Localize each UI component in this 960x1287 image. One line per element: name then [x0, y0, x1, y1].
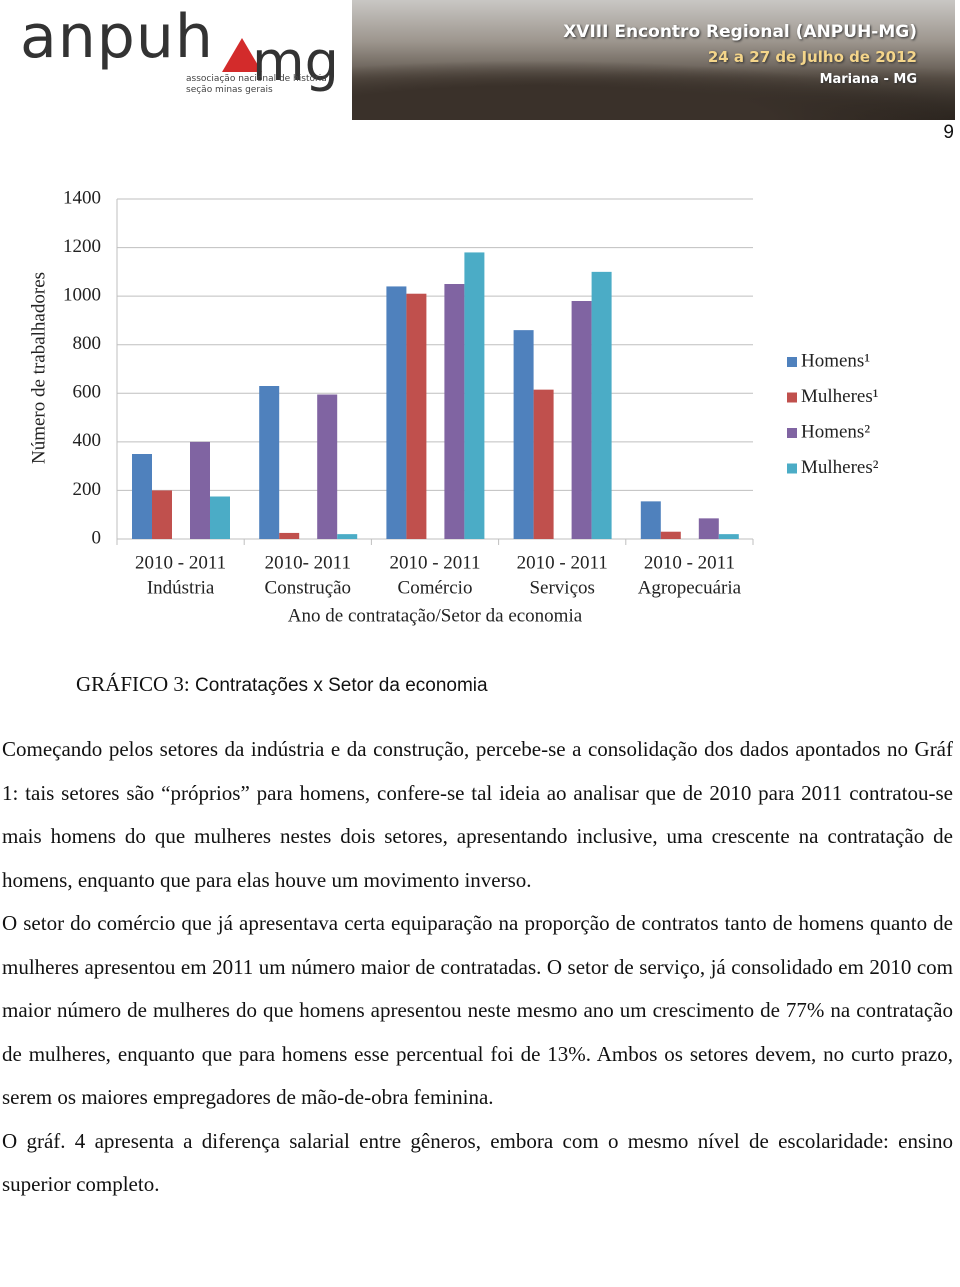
bar	[513, 330, 534, 539]
paragraph: Começando pelos setores da indústria e d…	[2, 737, 953, 892]
bar	[337, 534, 358, 539]
bar	[698, 518, 719, 539]
logo-subtitle: associação nacional de história seção mi…	[186, 74, 327, 96]
event-banner: XVIII Encontro Regional (ANPUH-MG) 24 a …	[352, 0, 955, 120]
x-tick-label: Comércio	[398, 577, 473, 598]
bar	[591, 271, 612, 539]
bar	[571, 301, 592, 539]
caption-label: GRÁFICO 3:	[76, 672, 190, 696]
y-tick-label: 400	[73, 430, 102, 451]
bar	[718, 534, 739, 539]
bar	[190, 441, 210, 539]
bar	[406, 293, 427, 539]
figure-caption: GRÁFICO 3: Contratações x Setor da econo…	[76, 672, 488, 697]
y-tick-label: 600	[73, 382, 102, 403]
event-title: XVIII Encontro Regional (ANPUH-MG)	[563, 22, 917, 42]
legend-swatch	[787, 392, 797, 403]
logo-triangle	[222, 38, 262, 72]
x-tick-label: 2010- 2011	[265, 552, 351, 573]
logo-sub-line: associação nacional de história	[186, 74, 327, 84]
x-tick-label: 2010 - 2011	[389, 552, 480, 573]
x-tick-label: Indústria	[147, 577, 215, 598]
bar	[317, 394, 338, 539]
bar	[660, 531, 681, 539]
legend-swatch	[787, 428, 797, 438]
body-text: Começando pelos setores da indústria e d…	[2, 728, 953, 1207]
bar	[152, 490, 172, 539]
bar	[210, 496, 230, 539]
x-tick-label: 2010 - 2011	[135, 552, 226, 573]
x-axis-label: Ano de contratação/Setor da economia	[288, 605, 583, 626]
event-date: 24 a 27 de Julho de 2012	[707, 48, 917, 66]
legend-label: Homens¹	[801, 350, 870, 371]
bar	[386, 286, 407, 539]
y-tick-label: 800	[73, 333, 102, 354]
x-tick-label: Agropecuária	[638, 577, 742, 598]
caption-text: Contratações x Setor da economia	[195, 675, 488, 696]
y-tick-label: 200	[73, 479, 102, 500]
logo: anpuh mg associação nacional de história…	[0, 0, 352, 120]
logo-sub-line: seção minas gerais	[186, 85, 273, 95]
y-tick-label: 1200	[63, 236, 101, 257]
y-tick-label: 0	[92, 527, 102, 548]
legend-swatch	[787, 463, 797, 474]
legend-label: Mulheres²	[801, 457, 879, 478]
x-tick-label: 2010 - 2011	[644, 552, 735, 573]
y-axis-label: Número de trabalhadores	[28, 272, 49, 464]
paragraph: O setor do comércio que já apresentava c…	[2, 911, 953, 1109]
paragraph: O gráf. 4 apresenta a diferença salarial…	[2, 1128, 953, 1197]
bar	[533, 389, 554, 539]
x-tick-label: Construção	[265, 577, 352, 598]
event-place: Mariana - MG	[819, 72, 917, 87]
x-tick-label: 2010 - 2011	[517, 552, 608, 573]
chart: Número de trabalhadores Ano de contrataç…	[28, 187, 879, 626]
bar	[279, 532, 300, 539]
legend-swatch	[787, 357, 797, 367]
bar	[444, 284, 465, 539]
page-number: 9	[943, 122, 954, 143]
legend-label: Homens²	[801, 421, 870, 442]
bar	[132, 454, 152, 539]
bar	[464, 252, 485, 539]
bar	[640, 501, 661, 539]
y-tick-label: 1000	[63, 285, 101, 306]
y-tick-label: 1400	[63, 187, 101, 208]
legend-label: Mulheres¹	[801, 386, 879, 407]
bar	[259, 386, 280, 539]
logo-name: anpuh	[20, 2, 214, 72]
x-tick-label: Serviços	[529, 577, 594, 598]
logo-region: mg	[252, 30, 339, 93]
